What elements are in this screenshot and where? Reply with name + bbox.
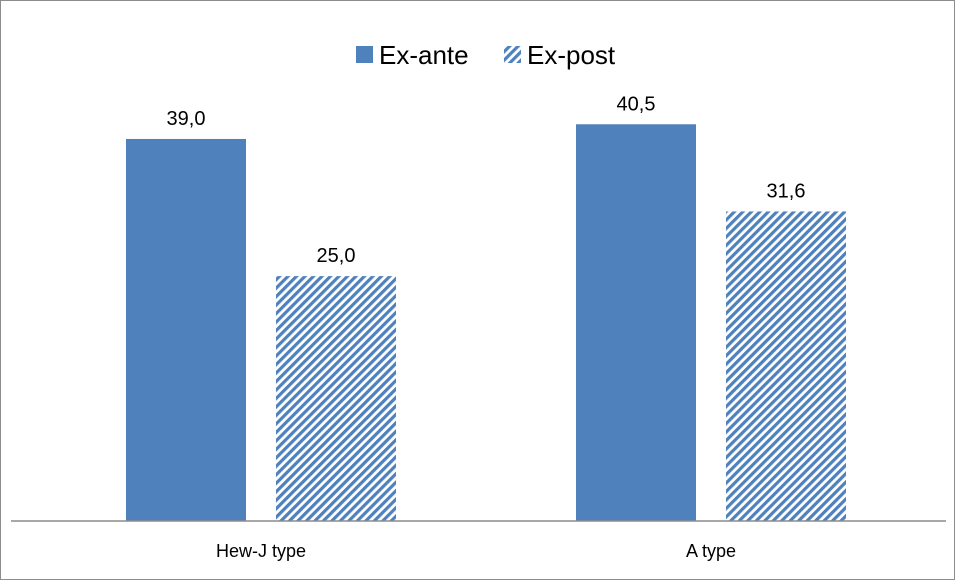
legend-label-ex-ante: Ex-ante [379,40,469,70]
category-label: Hew-J type [216,541,306,561]
value-labels-group: 39,0 25,0 40,5 31,6 [167,93,806,267]
bar-ex-ante-hew-j-type [126,138,246,522]
category-labels-group: Hew-J type A type [216,541,736,561]
legend-swatch-ex-ante [356,46,373,63]
data-label: 39,0 [167,108,206,130]
legend-label-ex-post: Ex-post [527,40,616,70]
data-label: 25,0 [317,245,356,267]
data-label: 31,6 [767,180,806,202]
legend: Ex-ante Ex-post [356,40,616,70]
data-label: 40,5 [617,93,656,115]
bar-ex-post-hew-j-type [276,276,396,521]
bar-ex-ante-a-type [576,124,696,521]
category-label: A type [686,541,736,561]
bar-ex-post-a-type [726,211,846,521]
legend-swatch-ex-post [504,46,521,63]
bars-group [126,124,846,522]
